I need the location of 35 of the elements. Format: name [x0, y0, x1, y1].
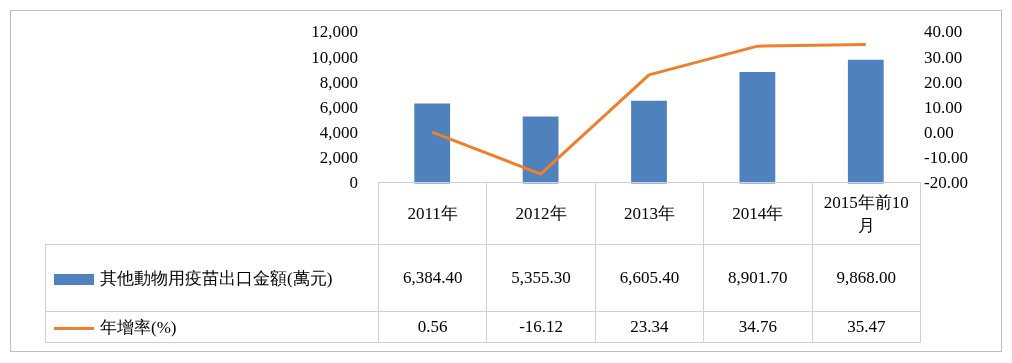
data-label: 34.76	[703, 311, 813, 343]
data-label: 8,901.70	[703, 244, 813, 312]
data-label: 9,868.00	[812, 244, 921, 312]
y2-tick-label: -20.00	[924, 173, 968, 193]
y-tick-label: 4,000	[319, 123, 358, 142]
bar	[847, 59, 884, 184]
x-tick-label: 2011年	[378, 182, 487, 245]
data-label: 6,605.40	[595, 244, 704, 312]
y-tick-label: 10,000	[311, 47, 358, 67]
data-label: 5,355.30	[486, 244, 596, 312]
data-label: 23.34	[595, 311, 704, 343]
y2-tick-label: -10.00	[924, 148, 968, 168]
y2-tick-label: 0.00	[924, 123, 954, 142]
y2-tick-label: 30.00	[924, 47, 963, 67]
bar	[631, 100, 667, 184]
bar	[414, 103, 451, 184]
data-label: -16.12	[486, 311, 596, 343]
y2-tick-label: 10.00	[924, 97, 963, 117]
y2-tick-label: 40.00	[924, 22, 963, 42]
y-tick-label: 12,000	[311, 22, 358, 42]
y-tick-label: 2,000	[319, 148, 358, 168]
bar	[739, 71, 776, 184]
x-tick-label: 2012年	[486, 182, 596, 245]
x-tick-label: 2013年	[595, 182, 704, 245]
data-label: 0.56	[378, 311, 487, 343]
data-label: 35.47	[812, 311, 921, 343]
y2-tick-label: 20.00	[924, 72, 963, 92]
legend-label: 年增率(%)	[100, 317, 177, 337]
x-tick-label: 2015年前10月	[812, 182, 921, 245]
data-label: 6,384.40	[378, 244, 487, 312]
y-tick-label: 0	[349, 173, 358, 193]
y-tick-label: 8,000	[319, 72, 358, 92]
y-tick-label: 6,000	[319, 97, 358, 117]
x-tick-label: 2014年	[703, 182, 813, 245]
legend-label: 其他動物用疫苗出口金額(萬元)	[100, 268, 333, 288]
